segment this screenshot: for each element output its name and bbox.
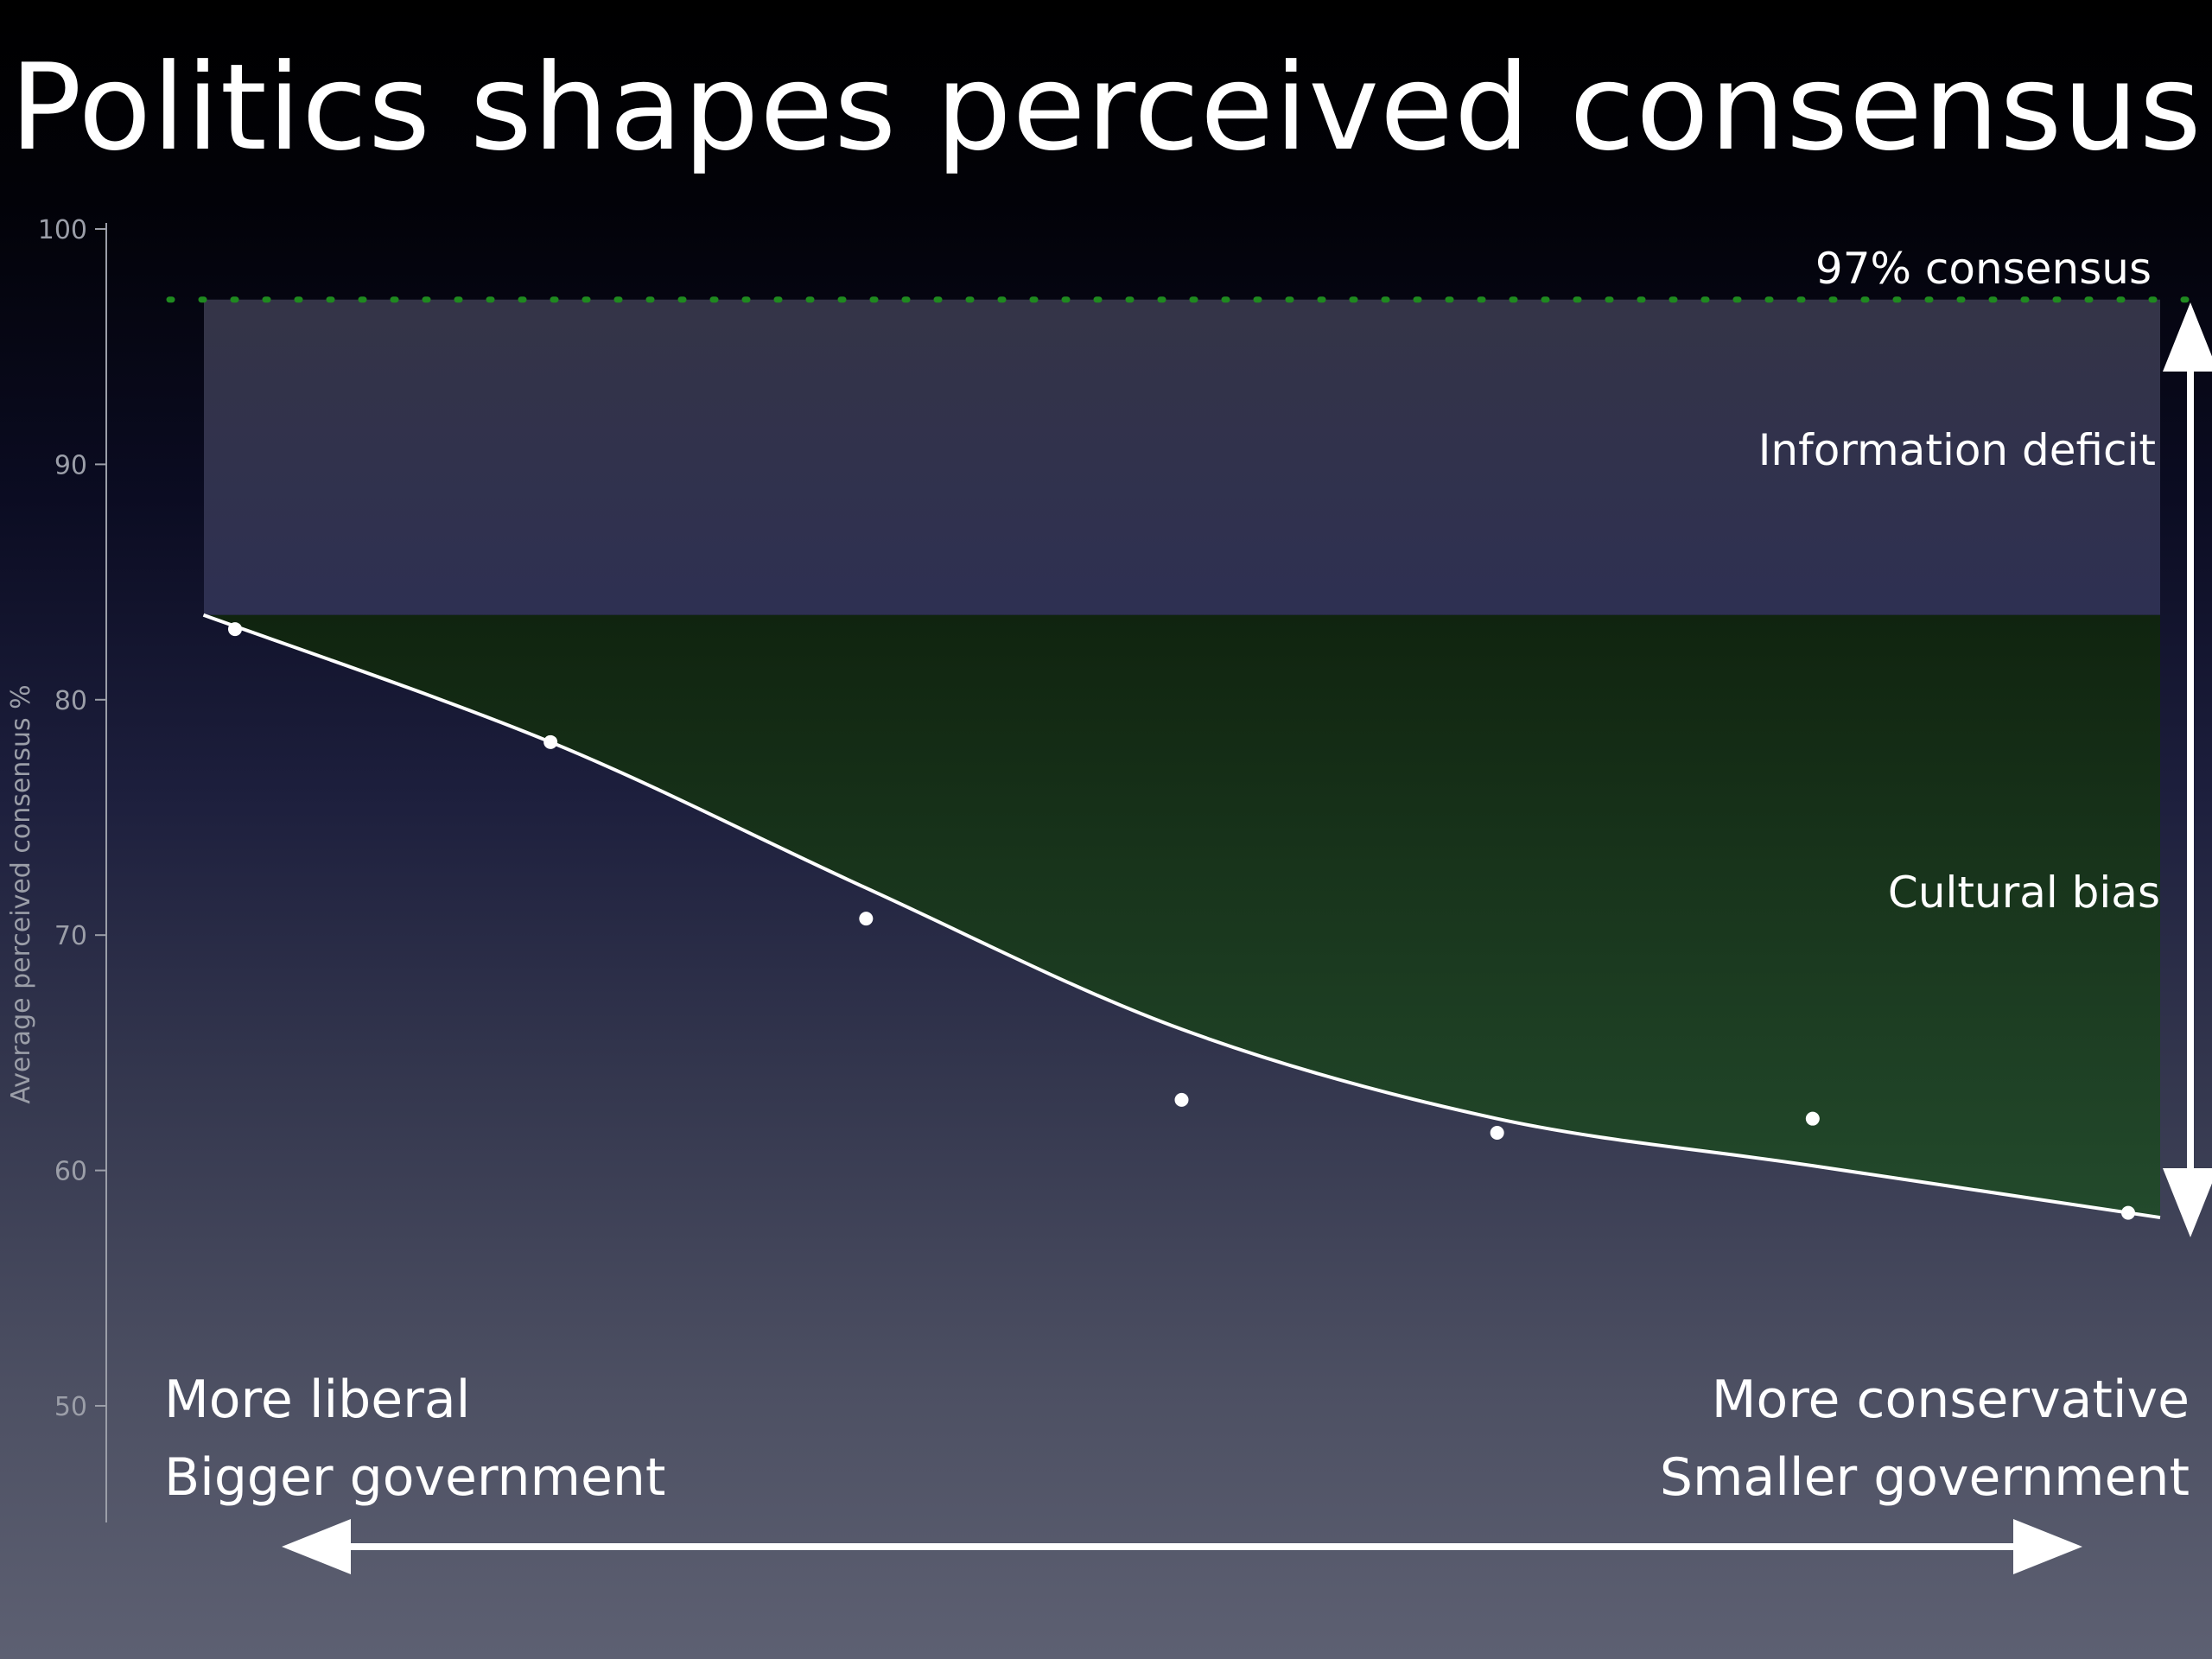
data-point bbox=[228, 622, 242, 637]
information-deficit-band bbox=[204, 299, 2160, 615]
data-point bbox=[543, 734, 558, 749]
slide-title: Politics shapes perceived consensus bbox=[10, 38, 2202, 177]
left-end-label-line1: More liberal bbox=[164, 1370, 470, 1430]
data-point bbox=[1805, 1111, 1820, 1126]
data-point bbox=[1174, 1092, 1189, 1107]
y-tick-label: 100 bbox=[38, 215, 87, 245]
right-end-label-line1: More conservative bbox=[1712, 1370, 2190, 1430]
right-end-label-line2: Smaller government bbox=[1660, 1447, 2190, 1508]
left-end-label-line2: Bigger government bbox=[164, 1447, 665, 1508]
y-tick-label: 50 bbox=[54, 1392, 87, 1422]
cultural-bias-label: Cultural bias bbox=[1888, 868, 2160, 918]
y-tick-label: 80 bbox=[54, 686, 87, 716]
information-deficit-label: Information deficit bbox=[1758, 425, 2156, 475]
reference-line-label: 97% consensus bbox=[1815, 244, 2152, 294]
data-point bbox=[859, 912, 874, 926]
y-tick-label: 60 bbox=[54, 1157, 87, 1187]
data-point bbox=[2121, 1205, 2135, 1220]
data-point bbox=[1490, 1126, 1504, 1141]
y-axis-label: Average perceived consensus % bbox=[6, 684, 36, 1103]
y-tick-label: 70 bbox=[54, 921, 87, 951]
y-tick-label: 90 bbox=[54, 450, 87, 480]
cultural-bias-band bbox=[203, 614, 2160, 1218]
